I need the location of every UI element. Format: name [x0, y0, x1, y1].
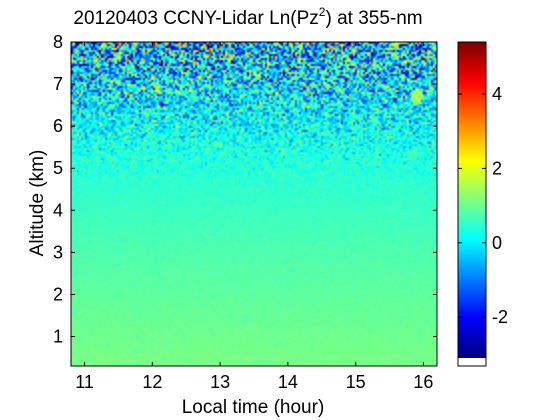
y-tick-label: 8: [53, 32, 63, 52]
heatmap-plot: [70, 41, 438, 367]
x-tick-label: 13: [210, 372, 230, 392]
x-tick-label: 16: [413, 372, 433, 392]
colorbar-tick-label: 4: [492, 84, 502, 104]
plot-frame: [70, 41, 438, 367]
y-axis: 1 2 3 4 5 6 7 8: [53, 32, 437, 347]
x-tick-label: 12: [142, 372, 162, 392]
colorbar: -2 0 2 4: [457, 41, 508, 367]
y-tick-label: 4: [53, 200, 63, 220]
y-tick-label: 7: [53, 74, 63, 94]
y-tick-label: 2: [53, 284, 63, 304]
colorbar-frame: [457, 41, 487, 367]
x-tick-label: 11: [75, 372, 94, 392]
y-tick-label: 1: [53, 327, 63, 347]
colorbar-gradient: [458, 42, 486, 358]
chart-title: 20120403 CCNY-Lidar Ln(Pz2) at 355-nm: [73, 5, 422, 29]
x-tick-label: 14: [278, 372, 298, 392]
x-tick-label: 15: [346, 372, 366, 392]
y-tick-label: 6: [53, 116, 63, 136]
x-axis: 11 12 13 14 15 16: [75, 42, 433, 392]
x-axis-label: Local time (hour): [182, 397, 325, 418]
colorbar-tick-label: 2: [492, 158, 502, 178]
heatmap-image: [71, 42, 437, 366]
colorbar-tick-label: -2: [492, 307, 508, 327]
y-tick-label: 3: [53, 242, 63, 262]
colorbar-tick-label: 0: [492, 233, 502, 253]
colorbar-ticks: -2 0 2 4: [458, 84, 508, 327]
y-tick-label: 5: [53, 158, 63, 178]
y-axis-label: Altitude (km): [27, 150, 48, 257]
